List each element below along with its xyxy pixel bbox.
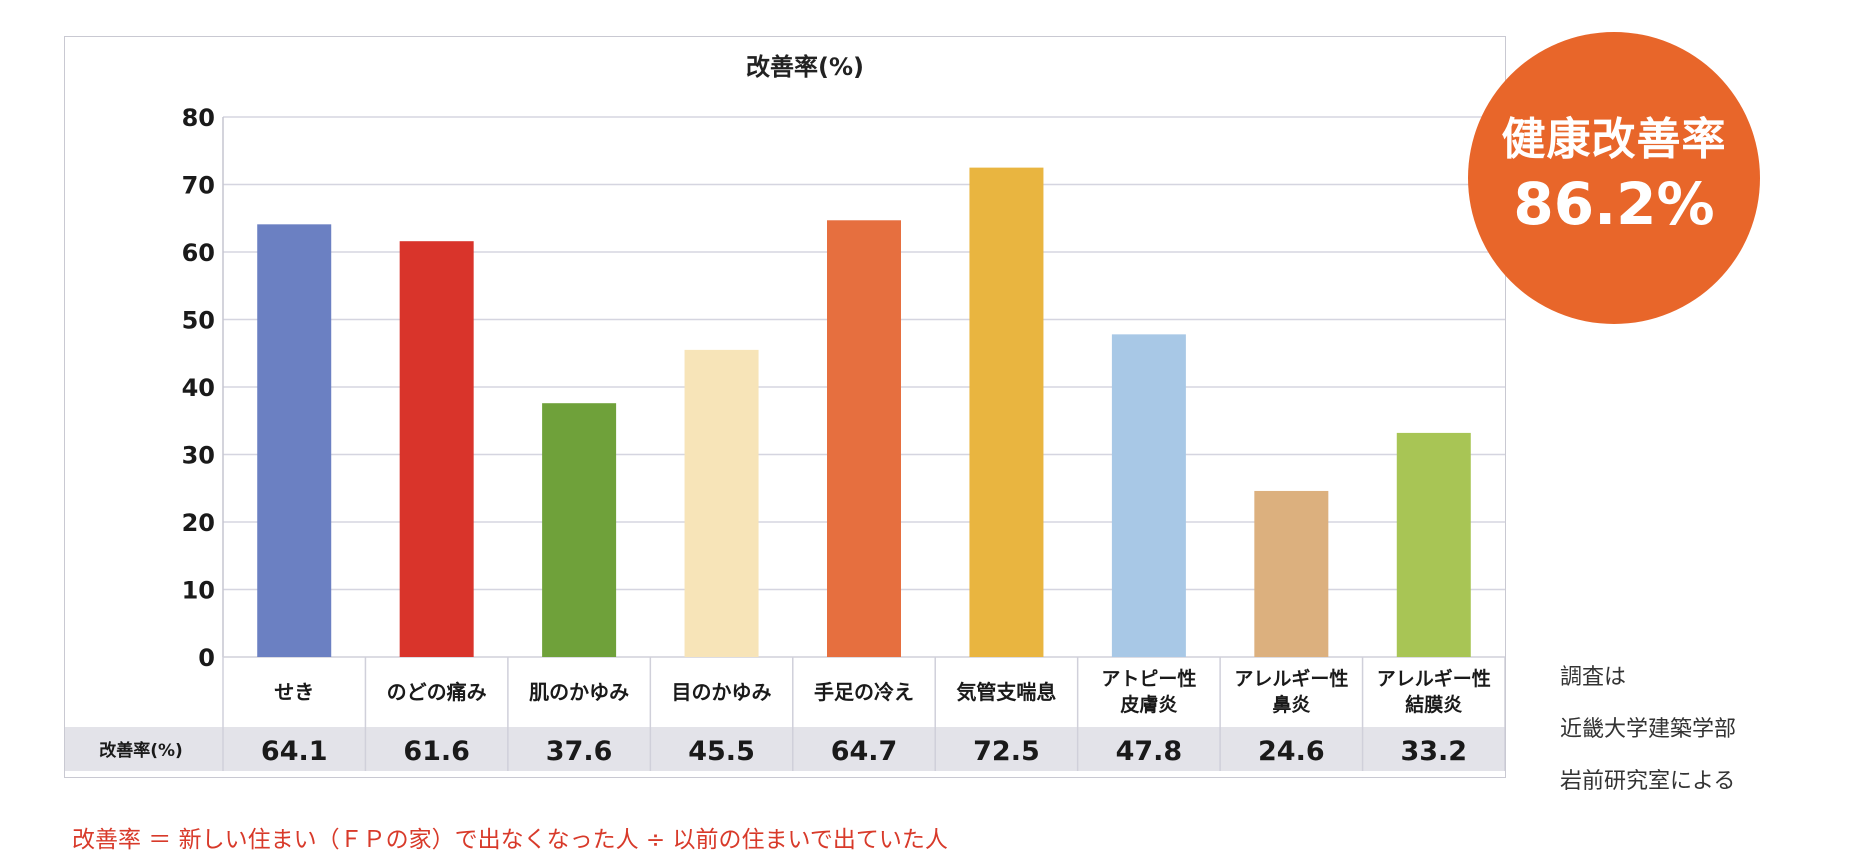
value-label: 37.6: [546, 736, 613, 767]
category-label: 目のかゆみ: [672, 680, 772, 704]
bar: [257, 224, 332, 657]
bar: [827, 220, 901, 657]
bar: [684, 349, 759, 657]
value-label: 61.6: [403, 736, 470, 767]
value-label: 64.7: [831, 736, 898, 767]
survey-note: 調査は 近畿大学建築学部 岩前研究室による: [1560, 652, 1736, 808]
category-label: アトピー性: [1101, 667, 1196, 690]
badge-title: 健康改善率: [1501, 114, 1727, 165]
category-label: アレルギー性: [1377, 667, 1491, 690]
y-tick-label: 30: [182, 442, 215, 470]
bar: [542, 403, 617, 657]
value-label: 72.5: [973, 736, 1040, 767]
y-tick-label: 20: [182, 509, 215, 537]
bar: [399, 241, 474, 657]
survey-note-line: 岩前研究室による: [1560, 769, 1736, 794]
value-label: 33.2: [1400, 736, 1467, 767]
category-label: 鼻炎: [1272, 693, 1310, 716]
bar: [1111, 334, 1186, 657]
chart-panel: 改善率(%) 0 10 20 30 40 50 60 70 80 改善率(%) せき 64.1 のどの痛み…: [64, 36, 1506, 778]
y-tick-label: 50: [182, 307, 215, 335]
y-tick-label: 0: [198, 644, 215, 672]
category-label: せき: [274, 680, 314, 704]
value-label: 45.5: [688, 736, 755, 767]
bar-chart: 改善率(%) 0 10 20 30 40 50 60 70 80 改善率(%) せき 64.1 のどの痛み…: [65, 53, 1505, 771]
y-tick-label: 70: [182, 172, 215, 200]
category-label: 皮膚炎: [1120, 693, 1177, 716]
category-label: 気管支喘息: [956, 680, 1056, 704]
category-label: のどの痛み: [387, 680, 487, 704]
badge-value: 86.2%: [1513, 170, 1715, 239]
category-label: 手足の冷え: [814, 680, 914, 704]
bar: [969, 167, 1044, 657]
value-label: 47.8: [1116, 736, 1183, 767]
survey-note-line: 近畿大学建築学部: [1560, 717, 1737, 742]
y-tick-label: 10: [182, 577, 215, 605]
table-row-background: [65, 727, 1505, 771]
y-tick-label: 40: [182, 374, 215, 402]
y-tick-label: 60: [182, 239, 215, 267]
category-label: アレルギー性: [1234, 667, 1348, 690]
table-row-label: 改善率(%): [99, 740, 183, 761]
bar: [1396, 432, 1471, 657]
value-label: 64.1: [261, 736, 328, 767]
survey-note-line: 調査は: [1560, 665, 1627, 690]
chart-title: 改善率(%): [746, 53, 864, 81]
health-improvement-badge: 健康改善率 86.2%: [1468, 32, 1760, 324]
formula-note: 改善率 ＝ 新しい住まい（ＦＰの家）で出なくなった人 ÷ 以前の住まいで出ていた…: [72, 827, 948, 853]
y-tick-label: 80: [182, 104, 215, 132]
bar: [1254, 490, 1329, 657]
category-label: 結膜炎: [1405, 693, 1462, 716]
category-label: 肌のかゆみ: [529, 680, 629, 704]
value-label: 24.6: [1258, 736, 1325, 767]
